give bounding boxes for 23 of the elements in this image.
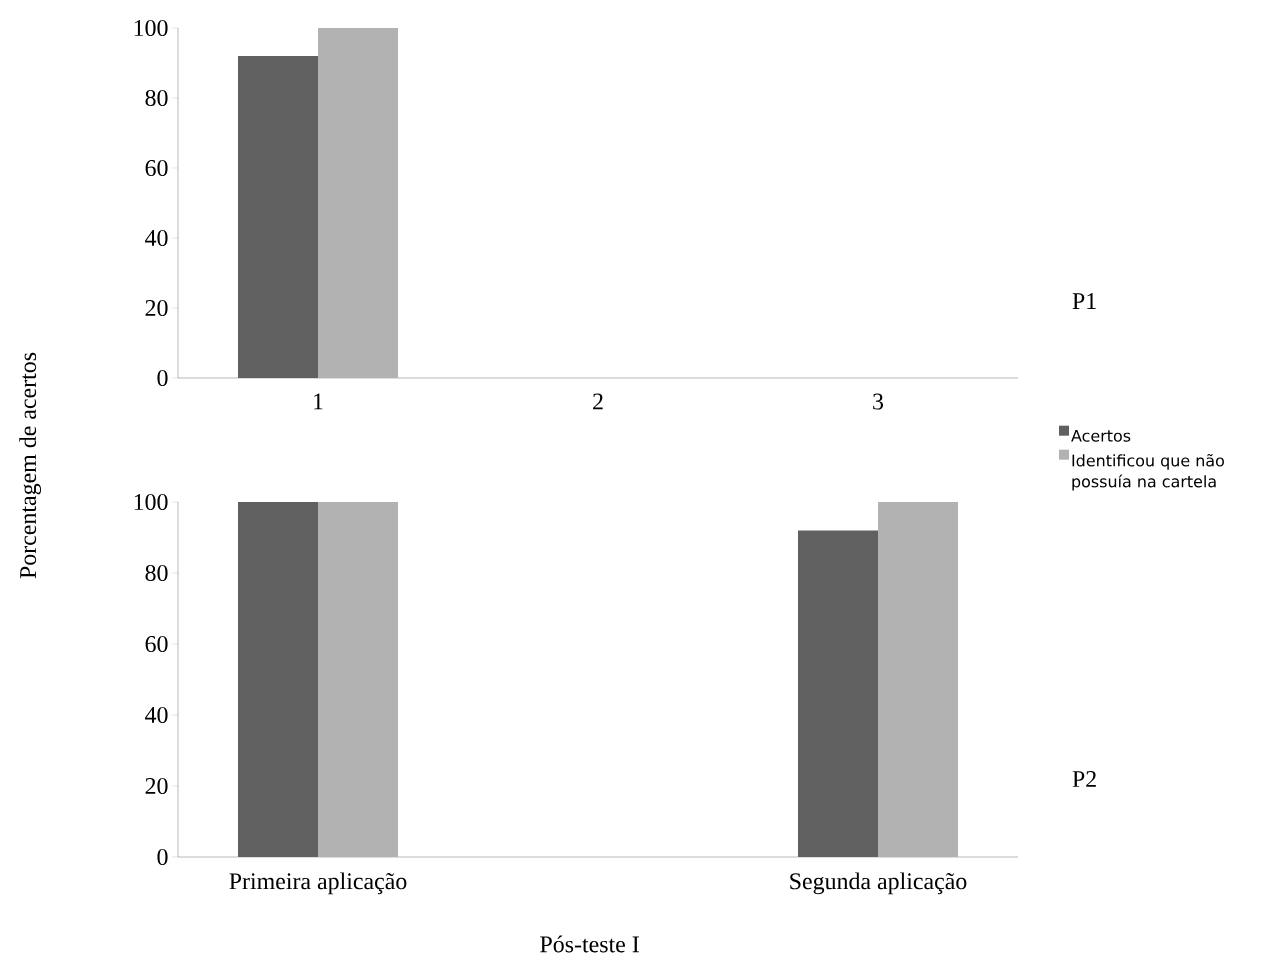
y-tick-label: 0 bbox=[157, 369, 168, 387]
x-axis-title: Pós-teste I bbox=[540, 935, 639, 953]
legend-label: Acertos bbox=[1071, 429, 1131, 442]
y-tick-label: 100 bbox=[134, 493, 168, 511]
y-tick-label: 20 bbox=[145, 777, 168, 795]
x-tick-label: 2 bbox=[593, 393, 603, 410]
text: P2 bbox=[1072, 770, 1096, 787]
y-tick-label: 20 bbox=[145, 299, 168, 317]
y-tick-label: 40 bbox=[145, 229, 168, 247]
y-axis-title: Porcentagem de acertos bbox=[19, 352, 42, 579]
legend-label: Identificou que não possuía na cartela bbox=[1072, 453, 1224, 491]
x-tick-label: Primeira aplicação bbox=[229, 872, 407, 895]
y-tick-label: 80 bbox=[145, 89, 168, 107]
x-tick-label: 1 bbox=[314, 393, 323, 410]
text: P1 bbox=[1072, 293, 1096, 309]
y-tick-label: 100 bbox=[134, 19, 168, 37]
y-tick-label: 0 bbox=[157, 848, 168, 866]
y-tick-label: 40 bbox=[145, 706, 168, 724]
x-tick-label: Segunda aplicação bbox=[790, 872, 967, 895]
y-tick-label: 80 bbox=[145, 564, 168, 582]
x-tick-label: 3 bbox=[873, 393, 884, 410]
y-tick-label: 60 bbox=[145, 159, 168, 177]
y-tick-label: 60 bbox=[145, 635, 168, 653]
